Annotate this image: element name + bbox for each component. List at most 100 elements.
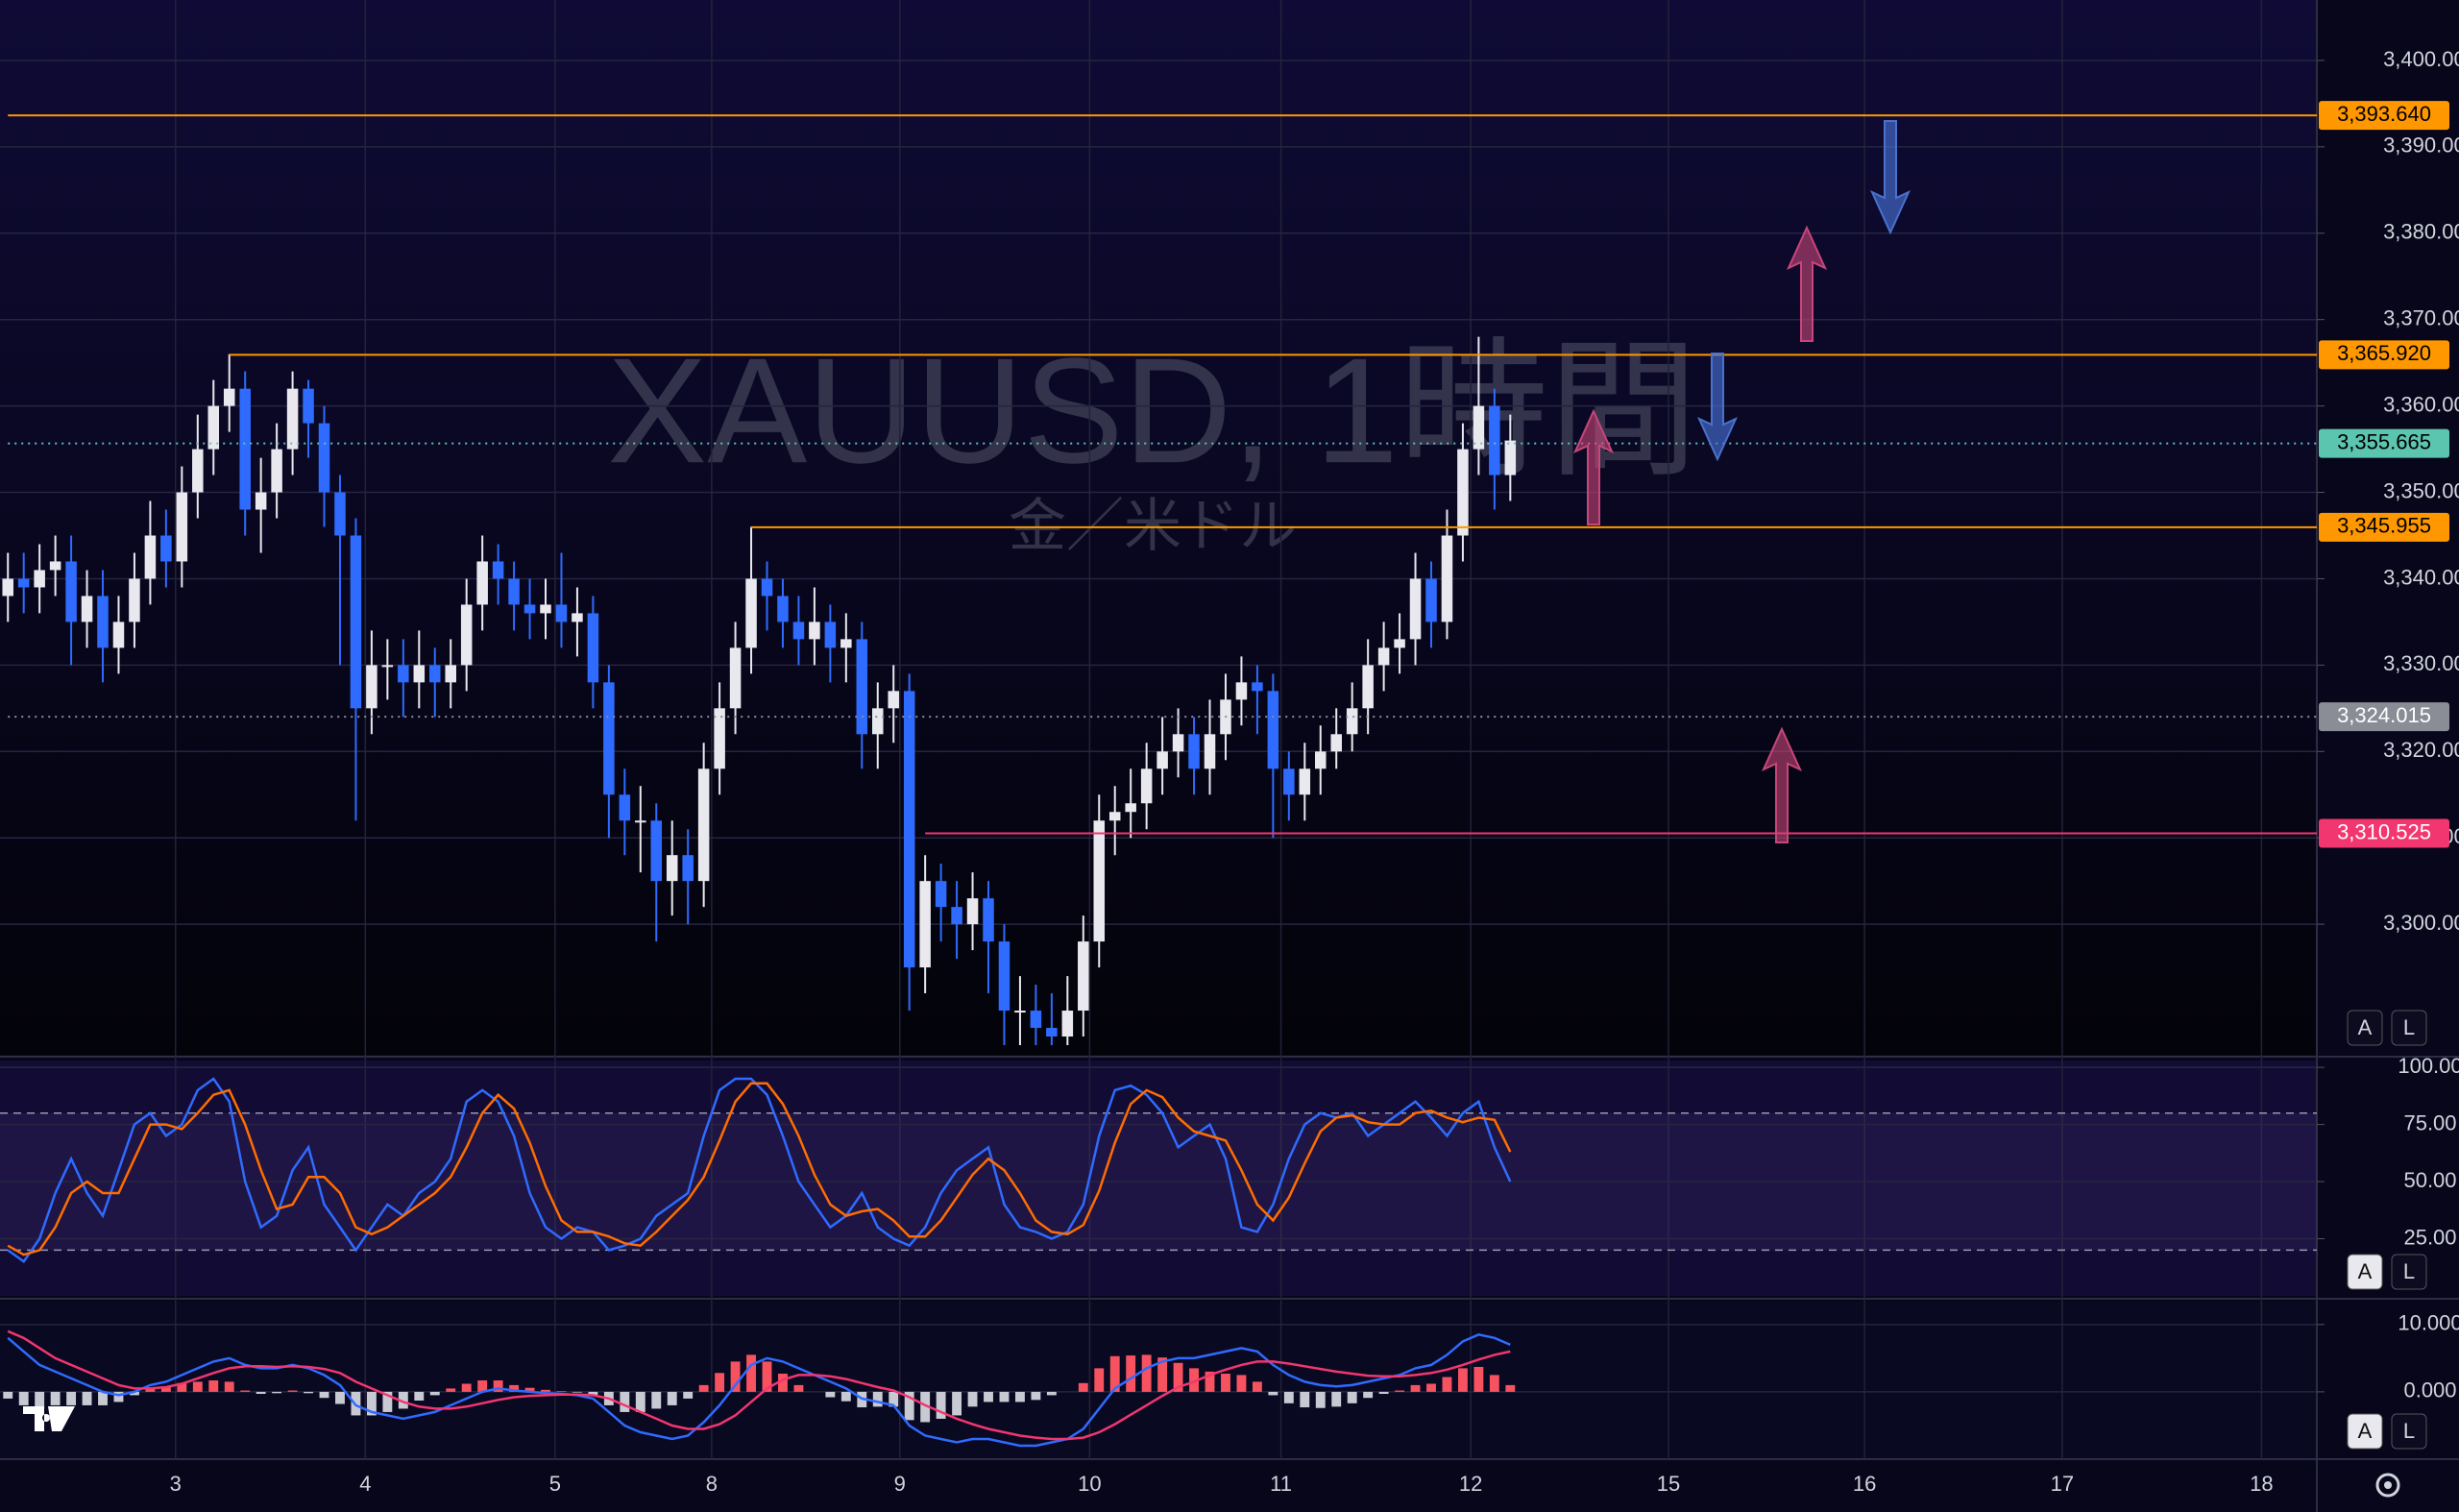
histogram-bar xyxy=(66,1391,77,1405)
y-tick-label: 3,360.000 xyxy=(2383,392,2459,416)
candle-body xyxy=(1061,1011,1074,1037)
y-tick-label: 3,390.000 xyxy=(2383,134,2459,158)
series-line xyxy=(7,1082,1512,1256)
histogram-bar xyxy=(1395,1390,1405,1392)
candle-body xyxy=(508,578,520,605)
y-tick-label: 3,330.000 xyxy=(2383,651,2459,675)
histogram-bar xyxy=(1505,1384,1516,1392)
candle-body xyxy=(65,561,77,622)
histogram-bar xyxy=(1347,1391,1357,1403)
histogram-bar xyxy=(509,1384,520,1392)
button[interactable] xyxy=(2391,1254,2427,1290)
candle-body xyxy=(745,578,757,648)
histogram-bar xyxy=(240,1390,251,1392)
histogram-bar xyxy=(1078,1382,1088,1392)
candle-body xyxy=(350,535,362,709)
histogram-bar xyxy=(1268,1391,1278,1396)
candle-body xyxy=(97,596,109,648)
histogram-bar xyxy=(493,1380,503,1392)
button-label[interactable]: L xyxy=(2403,1259,2415,1283)
histogram-bar xyxy=(1221,1373,1230,1392)
histogram-bar xyxy=(746,1354,756,1392)
candle-body xyxy=(540,604,551,614)
histogram-bar xyxy=(304,1391,313,1394)
histogram-bar xyxy=(398,1391,408,1409)
button-label[interactable]: A xyxy=(2358,1419,2373,1443)
x-tick-label: 4 xyxy=(359,1472,371,1496)
histogram-bar xyxy=(1126,1355,1136,1392)
candle-body xyxy=(1108,812,1121,821)
x-tick-label: 11 xyxy=(1270,1472,1292,1496)
x-tick-label: 16 xyxy=(1853,1472,1876,1496)
histogram-bar xyxy=(256,1391,266,1395)
y-tick-label: 25.00 xyxy=(2403,1225,2456,1249)
candle-body xyxy=(666,855,678,882)
button-label[interactable]: A xyxy=(2358,1015,2373,1039)
scale-buttons: A L A L A L xyxy=(2347,1010,2427,1450)
candle-body xyxy=(476,561,488,605)
histogram-bar xyxy=(1252,1381,1262,1392)
candle-body xyxy=(1473,405,1485,450)
candle-body xyxy=(983,898,994,942)
price-level-badge xyxy=(2319,101,2449,131)
candle-body xyxy=(1362,665,1374,709)
candle-body xyxy=(919,881,931,968)
histogram-bar xyxy=(635,1391,645,1412)
histogram-bar xyxy=(1236,1375,1247,1392)
button-label[interactable]: L xyxy=(2403,1419,2415,1443)
histogram-bar xyxy=(920,1391,931,1423)
button[interactable] xyxy=(2347,1254,2383,1290)
histogram-bar xyxy=(287,1390,298,1392)
candle-body xyxy=(1046,1028,1058,1037)
candle-body xyxy=(587,613,599,683)
y-tick-label: 3,400.000 xyxy=(2383,47,2459,71)
settings-button[interactable] xyxy=(2375,1473,2400,1498)
histogram-bar xyxy=(319,1391,329,1399)
candle-body xyxy=(223,388,235,406)
candle-body xyxy=(492,561,504,579)
histogram-bar xyxy=(1300,1391,1310,1408)
histogram-bar xyxy=(1046,1391,1057,1396)
price-level-label: 3,393.640 xyxy=(2337,102,2431,126)
candle-body xyxy=(714,708,725,769)
button[interactable] xyxy=(2347,1010,2383,1046)
button[interactable] xyxy=(2391,1413,2427,1450)
histogram-bar xyxy=(477,1380,488,1392)
y-tick-label: 10.000 xyxy=(2398,1311,2459,1335)
candle-body xyxy=(1267,691,1279,769)
histogram-bar xyxy=(683,1391,694,1399)
histogram-bar xyxy=(730,1361,741,1392)
histogram-bar xyxy=(3,1391,13,1399)
button[interactable] xyxy=(2391,1010,2427,1046)
candle-body xyxy=(255,492,267,510)
histogram-bar xyxy=(18,1391,29,1405)
x-tick-label: 10 xyxy=(1078,1472,1101,1496)
candle-body xyxy=(809,622,820,640)
button[interactable] xyxy=(2347,1413,2383,1450)
data-layer xyxy=(2,336,1517,1046)
candle-body xyxy=(239,388,251,510)
candle-body xyxy=(998,941,1010,1012)
candle-body xyxy=(1377,647,1390,666)
y-tick-label: 75.00 xyxy=(2403,1110,2456,1134)
histogram-bar xyxy=(762,1361,772,1392)
x-tick-label: 15 xyxy=(1657,1472,1680,1496)
y-tick-label: 3,320.000 xyxy=(2383,738,2459,762)
histogram-bar xyxy=(192,1381,203,1392)
candle-body xyxy=(413,665,426,683)
candle-body xyxy=(903,691,915,968)
histogram-bar xyxy=(715,1373,725,1392)
x-tick-label: 8 xyxy=(706,1472,718,1496)
price-level-label: 3,345.955 xyxy=(2337,514,2431,538)
x-tick-label: 5 xyxy=(549,1472,561,1496)
histogram-bar xyxy=(1426,1383,1436,1392)
histogram-bar xyxy=(1031,1391,1041,1401)
button-label[interactable]: A xyxy=(2358,1259,2373,1283)
watermark-subtitle: 金／米ドル xyxy=(1009,494,1297,558)
histogram-bar xyxy=(1410,1384,1421,1392)
button-label[interactable]: L xyxy=(2403,1015,2415,1039)
histogram-bar xyxy=(382,1391,393,1412)
candle-body xyxy=(271,449,282,493)
histogram-bar xyxy=(588,1391,598,1396)
